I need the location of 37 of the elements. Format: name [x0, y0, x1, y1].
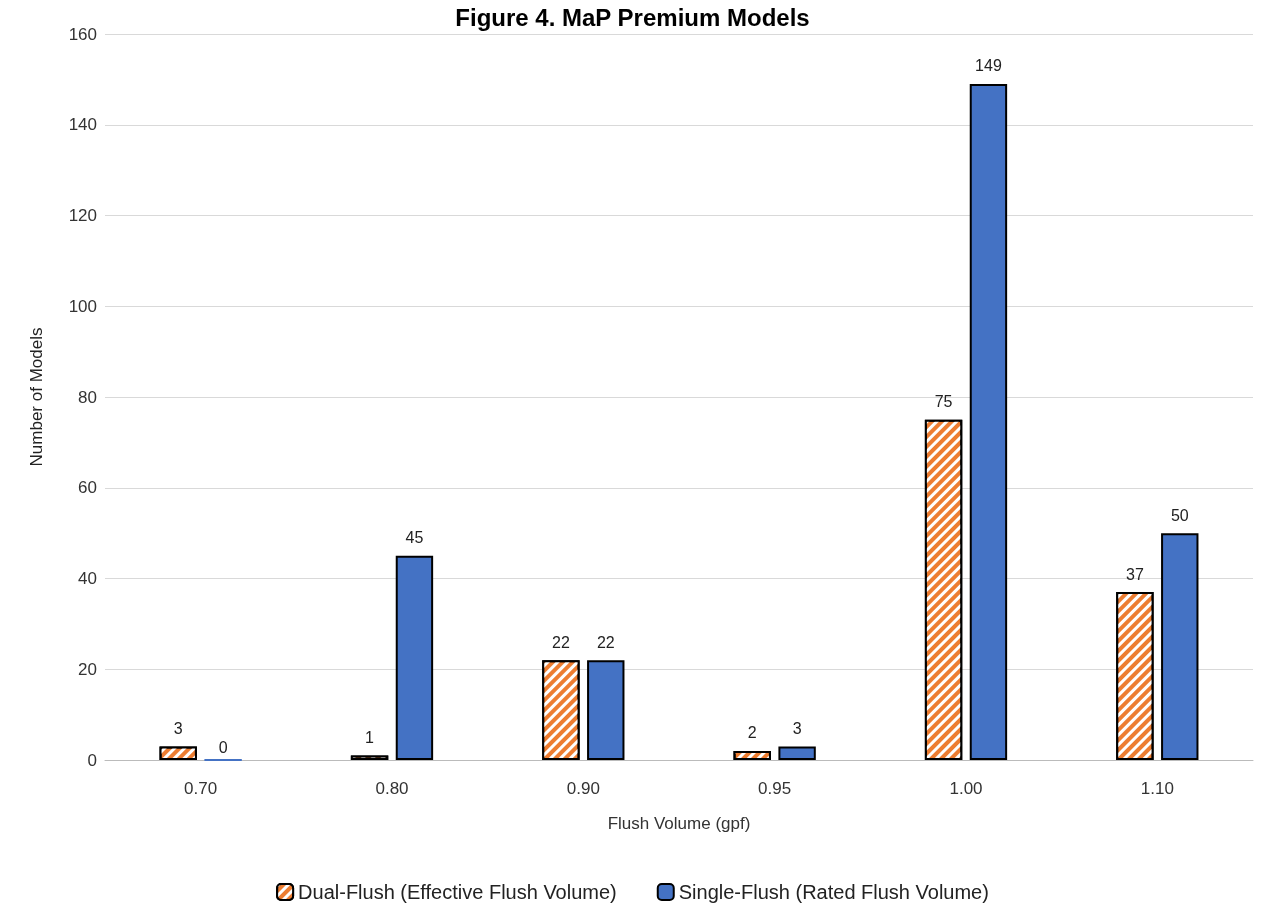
- bar: [395, 555, 434, 760]
- y-tick-label: 60: [78, 478, 97, 498]
- data-label: 45: [405, 529, 424, 547]
- legend-label: Single-Flush (Rated Flush Volume): [678, 881, 989, 903]
- legend-label: Dual-Flush (Effective Flush Volume): [298, 881, 617, 903]
- y-tick-label: 100: [68, 296, 97, 316]
- data-label: 50: [1170, 506, 1189, 524]
- bar: [778, 746, 816, 760]
- data-label: 1: [365, 728, 375, 746]
- x-tick-label: 0.95: [758, 779, 792, 798]
- data-label: 149: [975, 57, 1002, 75]
- bar: [969, 83, 1008, 760]
- y-axis-title: Number of Models: [27, 327, 46, 467]
- data-label: 3: [792, 719, 802, 737]
- data-label: 22: [552, 633, 570, 651]
- y-tick-label: 40: [78, 569, 97, 588]
- data-label: 3: [173, 719, 183, 737]
- data-label: 75: [934, 393, 953, 411]
- x-tick-label: 1.00: [949, 779, 983, 798]
- x-axis-title: Flush Volume (gpf): [607, 814, 751, 833]
- data-label: 22: [596, 633, 615, 651]
- y-tick-label: 160: [68, 24, 97, 44]
- bar: [587, 660, 625, 760]
- x-tick-label: 0.70: [184, 779, 218, 798]
- chart-title: Figure 4. MaP Premium Models: [455, 3, 810, 31]
- x-tick-label: 0.90: [566, 779, 600, 798]
- bar: [1161, 533, 1199, 760]
- data-label: 0: [218, 738, 228, 756]
- y-tick-label: 80: [78, 387, 97, 407]
- y-tick-label: 0: [87, 750, 97, 770]
- data-label: 37: [1126, 565, 1144, 583]
- data-label: 2: [747, 724, 757, 742]
- y-tick-label: 20: [78, 659, 97, 679]
- y-tick-label: 140: [68, 115, 97, 135]
- x-tick-label: 0.80: [375, 779, 409, 798]
- y-tick-label: 120: [68, 206, 97, 225]
- x-tick-label: 1.10: [1140, 779, 1174, 798]
